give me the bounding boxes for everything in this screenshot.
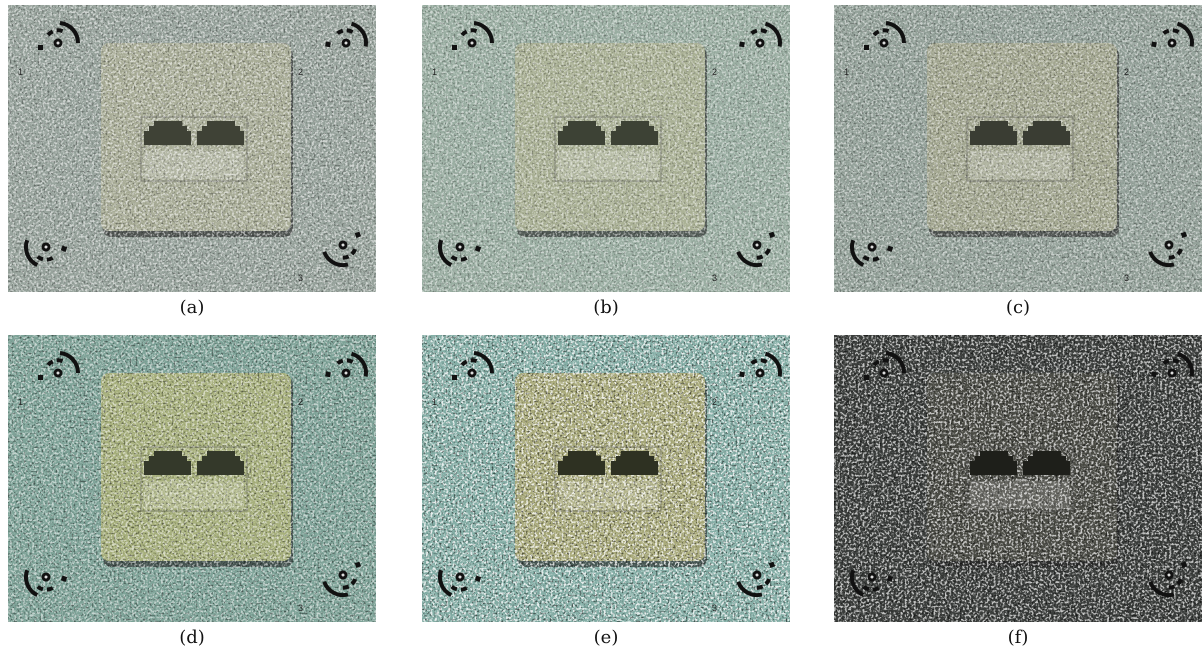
marker-label: 2	[712, 397, 717, 407]
photo: 1 2 3	[8, 335, 376, 622]
figure: 1 2 3 (a) 1 2 3 (b) 1 2 3 (c) 1 2 3 (d) 1 2 3 (e) 1 2 3 (f)	[0, 0, 1202, 660]
label-strip	[144, 151, 244, 179]
photo: 1 2 3	[8, 5, 376, 292]
label-strip	[144, 481, 244, 509]
label-strip	[970, 481, 1070, 509]
marker-label: 2	[712, 67, 717, 77]
photo: 1 2 3	[834, 5, 1202, 292]
marker-label: 3	[1124, 273, 1129, 283]
marker-label: 3	[298, 273, 303, 283]
photo: 1 2 3	[422, 335, 790, 622]
marker-label: 1	[844, 397, 849, 407]
marker-label: 2	[1124, 397, 1129, 407]
label-strip	[558, 151, 658, 179]
caption: (e)	[422, 627, 790, 648]
marker-label: 1	[432, 397, 437, 407]
marker-label: 3	[712, 603, 717, 613]
caption: (a)	[8, 297, 376, 318]
marker-label: 3	[1124, 603, 1129, 613]
label-strip	[970, 151, 1070, 179]
marker-label: 3	[298, 603, 303, 613]
marker-label: 1	[18, 397, 23, 407]
marker-label: 3	[712, 273, 717, 283]
marker-label: 1	[18, 67, 23, 77]
caption: (b)	[422, 297, 790, 318]
marker-label: 2	[1124, 67, 1129, 77]
marker-label: 2	[298, 397, 303, 407]
caption: (f)	[834, 627, 1202, 648]
marker-label: 2	[298, 67, 303, 77]
photo: 1 2 3	[422, 5, 790, 292]
label-strip	[558, 481, 658, 509]
caption: (d)	[8, 627, 376, 648]
marker-label: 1	[844, 67, 849, 77]
caption: (c)	[834, 297, 1202, 318]
photo: 1 2 3	[834, 335, 1202, 622]
marker-label: 1	[432, 67, 437, 77]
